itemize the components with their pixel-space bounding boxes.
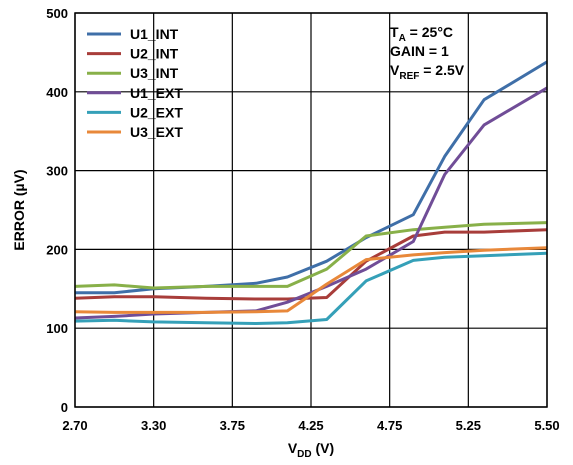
legend: U1_INT U2_INT U3_INT U1_EXT U2_EXT U3_EXT xyxy=(87,26,183,140)
annotation-gain: GAIN = 1 xyxy=(390,43,449,59)
series-line-u3-ext xyxy=(74,246,548,314)
x-tick-label: 3.75 xyxy=(220,418,245,433)
legend-label: U3_EXT xyxy=(130,124,183,140)
y-axis-label: ERROR (µV) xyxy=(11,169,27,250)
annotation-ta: TA = 25°C xyxy=(390,24,453,44)
x-tick-label: 5.25 xyxy=(456,418,481,433)
y-tick-label: 400 xyxy=(46,85,68,100)
x-tick-label: 4.75 xyxy=(377,418,402,433)
series-line-u1-int xyxy=(75,60,548,295)
y-tick-label: 500 xyxy=(46,6,68,21)
y-tick-label: 100 xyxy=(46,321,68,336)
legend-label: U1_INT xyxy=(130,26,179,42)
x-axis-label-main: V xyxy=(288,440,298,456)
x-axis-label-sub: DD xyxy=(297,449,311,460)
legend-label: U1_EXT xyxy=(130,85,183,101)
legend-label: U2_INT xyxy=(130,46,179,62)
annotation-vref: VREF = 2.5V xyxy=(390,62,465,82)
legend-label: U3_INT xyxy=(130,65,179,81)
legend-label: U2_EXT xyxy=(130,104,183,120)
x-tick-labels: 2.70 3.30 3.75 4.25 4.75 5.25 5.50 xyxy=(62,418,559,433)
series-lines xyxy=(74,60,548,325)
x-tick-label: 2.70 xyxy=(62,418,87,433)
series-line-u2-ext xyxy=(74,251,548,325)
y-tick-labels: 0 100 200 300 400 500 xyxy=(46,6,68,415)
y-tick-label: 0 xyxy=(61,400,68,415)
y-tick-label: 300 xyxy=(46,164,68,179)
x-tick-label: 5.50 xyxy=(534,418,559,433)
x-axis-label: VDD (V) xyxy=(288,440,334,460)
series-line-u3-int xyxy=(74,221,548,290)
x-tick-label: 4.25 xyxy=(298,418,323,433)
series-line-u1-ext xyxy=(74,86,548,320)
plot-frame xyxy=(74,12,548,408)
x-axis-label-unit: (V) xyxy=(312,440,335,456)
conditions-annotation: TA = 25°C GAIN = 1 VREF = 2.5V xyxy=(390,24,465,82)
y-tick-label: 200 xyxy=(46,242,68,257)
x-tick-label: 3.30 xyxy=(141,418,166,433)
